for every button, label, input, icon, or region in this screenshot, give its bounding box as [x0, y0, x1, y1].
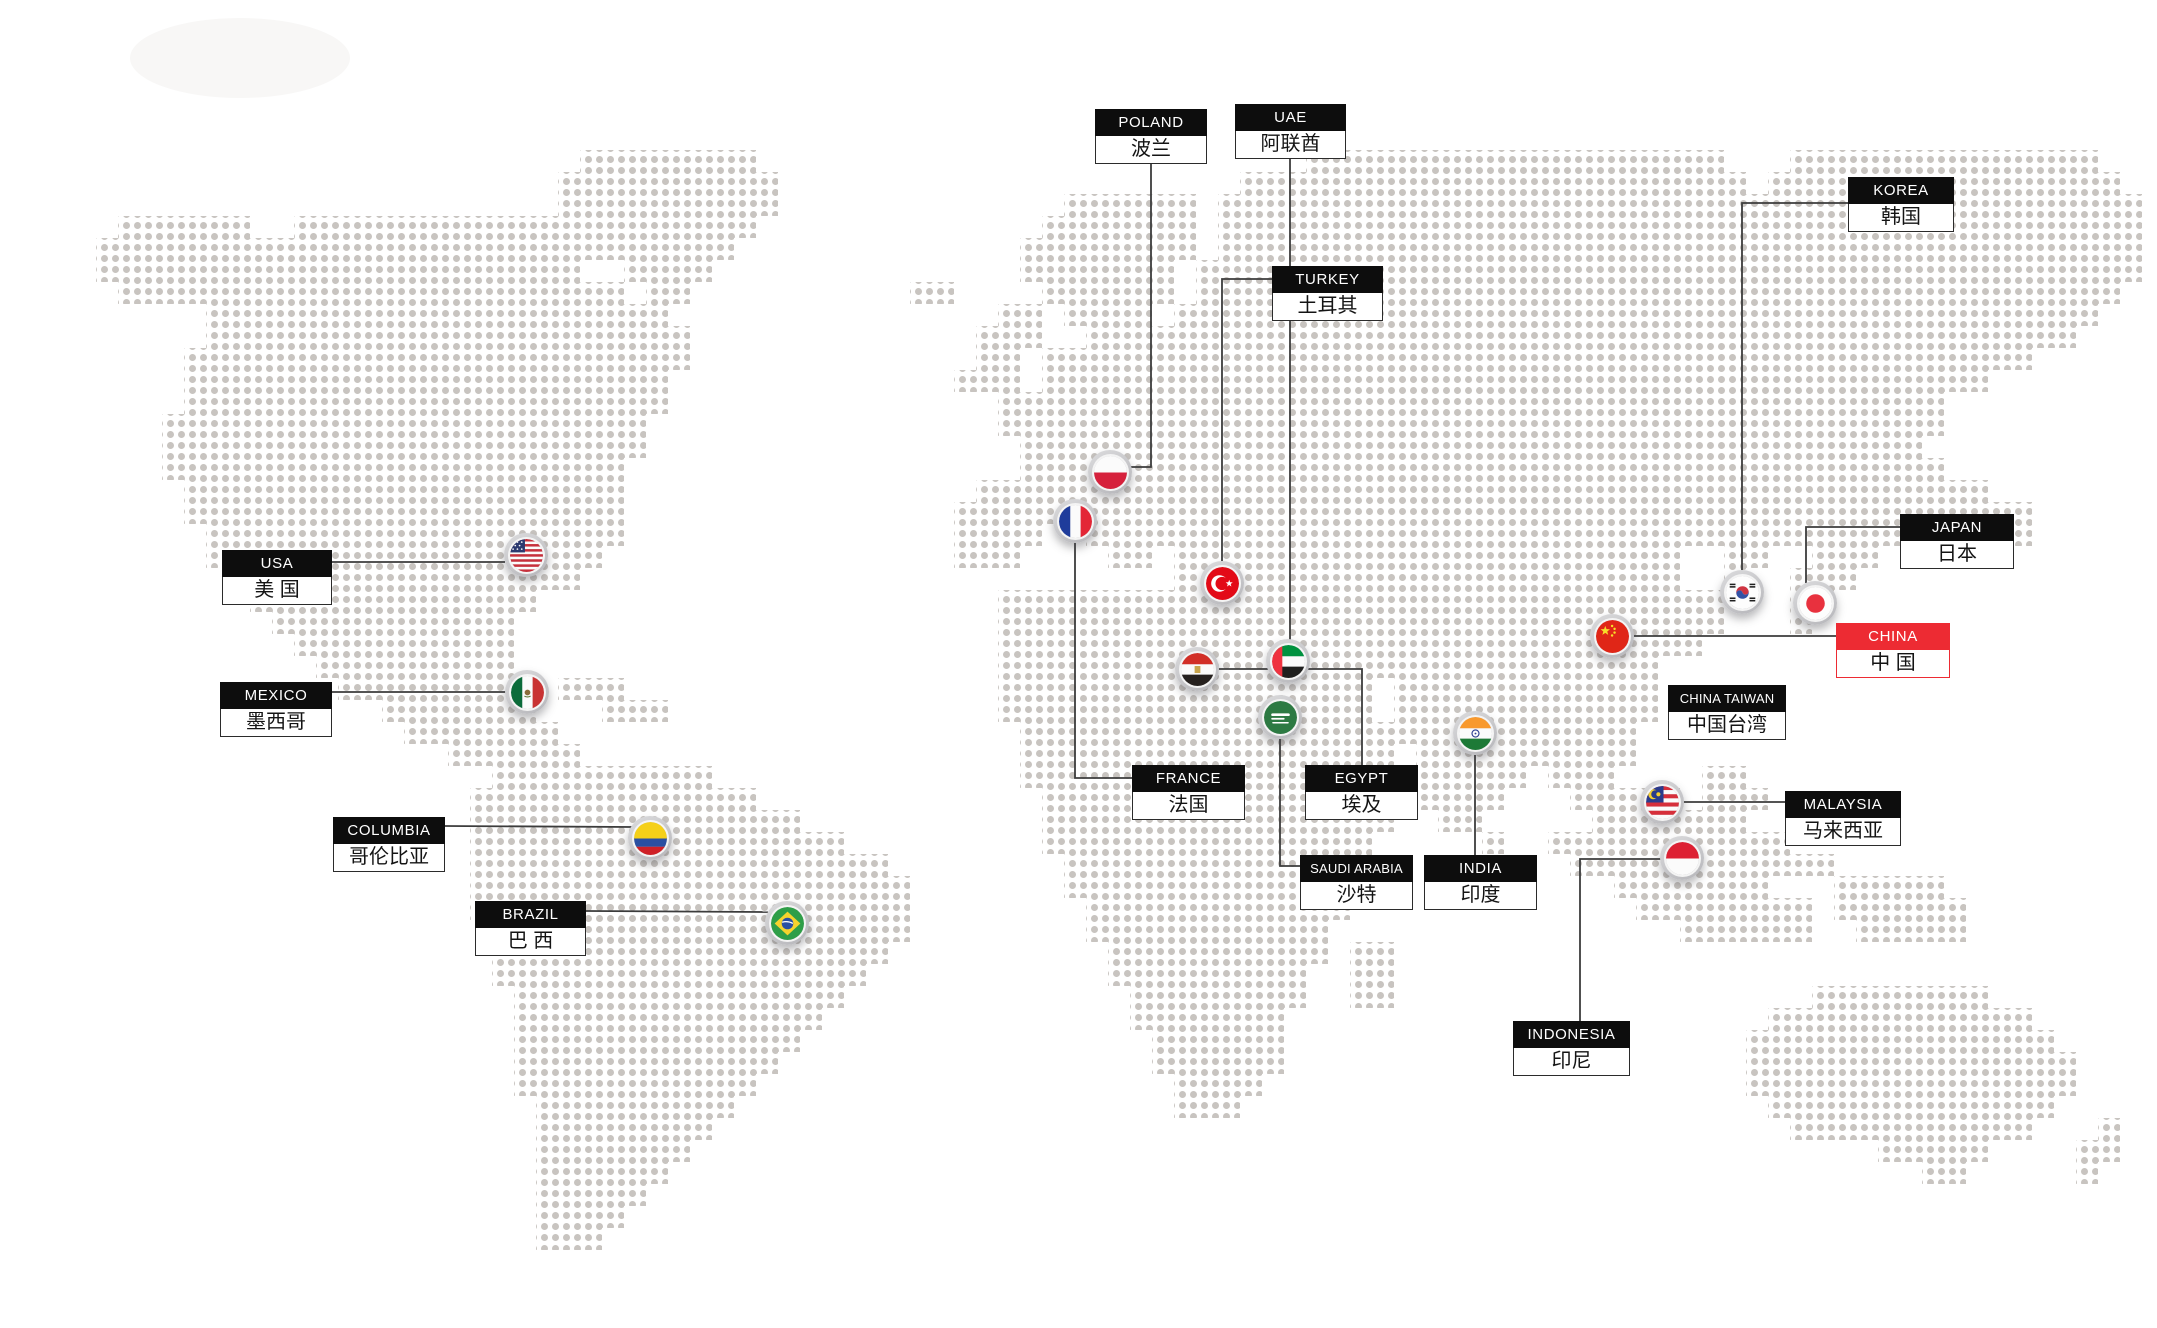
- map-dots: [96, 150, 2142, 1250]
- connector-lines: [332, 159, 1900, 1021]
- background-smudge: [130, 18, 350, 98]
- connector-brazil: [585, 910, 769, 913]
- connector-columbia: [444, 825, 634, 828]
- connector-japan: [1805, 526, 1900, 583]
- connector-indonesia: [1579, 858, 1661, 1021]
- connector-korea: [1741, 202, 1848, 570]
- connector-poland: [1129, 161, 1152, 468]
- connector-france: [1074, 543, 1132, 779]
- connector-turkey: [1221, 278, 1272, 561]
- connector-saudi-arabia: [1279, 739, 1300, 867]
